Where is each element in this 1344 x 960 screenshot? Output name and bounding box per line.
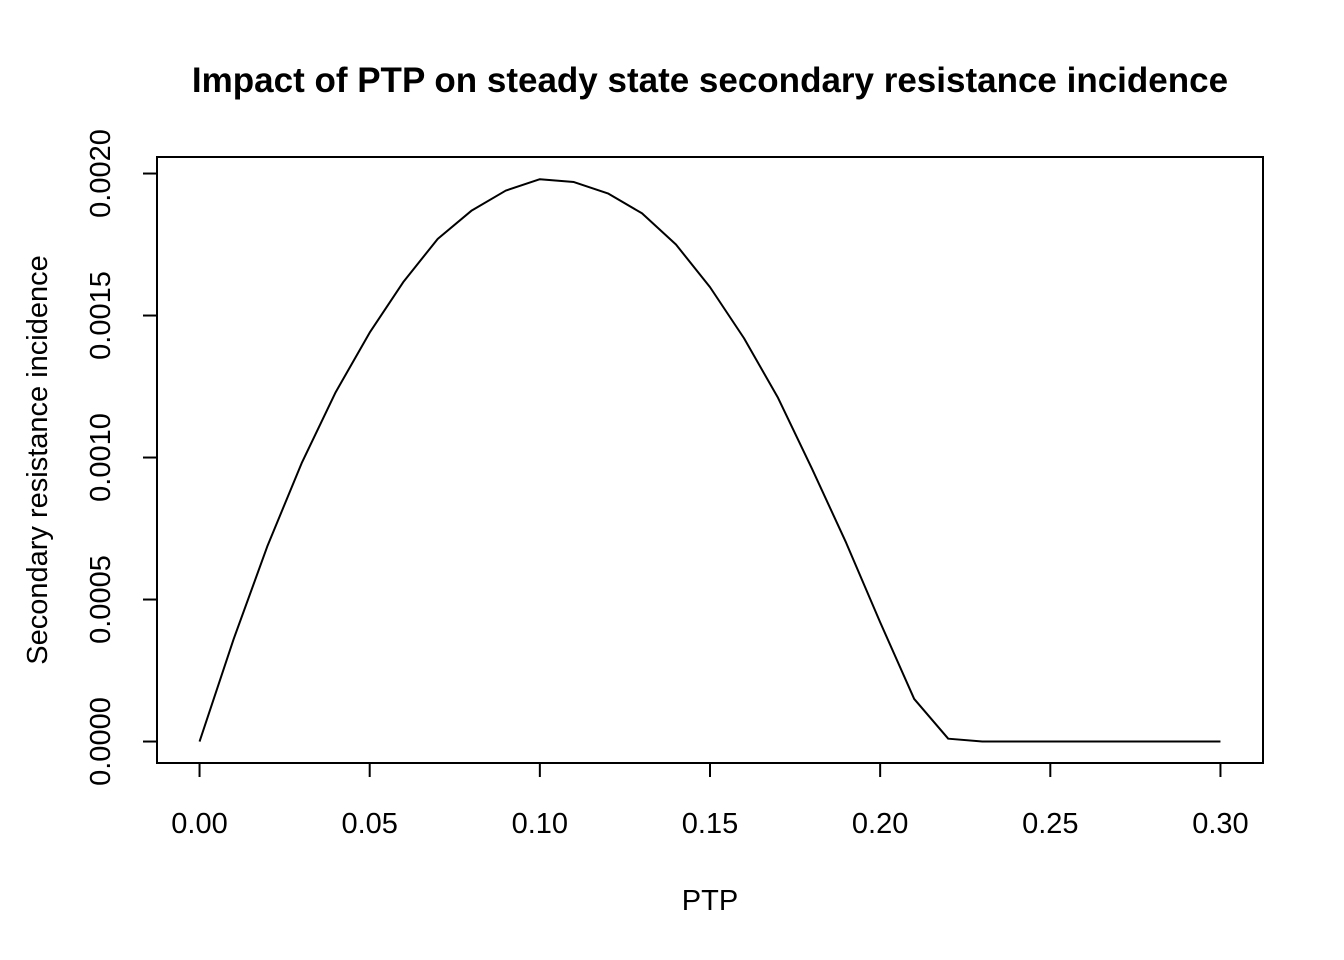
y-tick-label: 0.0015: [85, 271, 117, 360]
x-tick-label: 0.20: [852, 808, 908, 840]
x-tick-label: 0.15: [682, 808, 738, 840]
x-tick-label: 0.30: [1192, 808, 1248, 840]
x-axis-ticks: 0.00 0.05 0.10 0.15 0.20 0.25 0.30: [171, 763, 1249, 840]
y-tick-label: 0.0005: [85, 555, 117, 644]
y-tick-label: 0.0020: [85, 129, 117, 218]
x-axis-label: PTP: [682, 885, 738, 917]
chart-title: Impact of PTP on steady state secondary …: [192, 61, 1228, 100]
plot-frame: [156, 156, 1264, 764]
x-tick-label: 0.00: [171, 808, 227, 840]
y-tick-label: 0.0000: [85, 697, 117, 786]
y-axis-label: Secondary resistance incidence: [22, 255, 54, 664]
y-tick-label: 0.0010: [85, 413, 117, 502]
x-tick-label: 0.10: [512, 808, 568, 840]
x-tick-label: 0.05: [341, 808, 397, 840]
x-tick-label: 0.25: [1022, 808, 1078, 840]
series-line: [198, 178, 1221, 743]
y-axis-ticks: 0.0000 0.0005 0.0010 0.0015 0.0020: [85, 129, 157, 786]
